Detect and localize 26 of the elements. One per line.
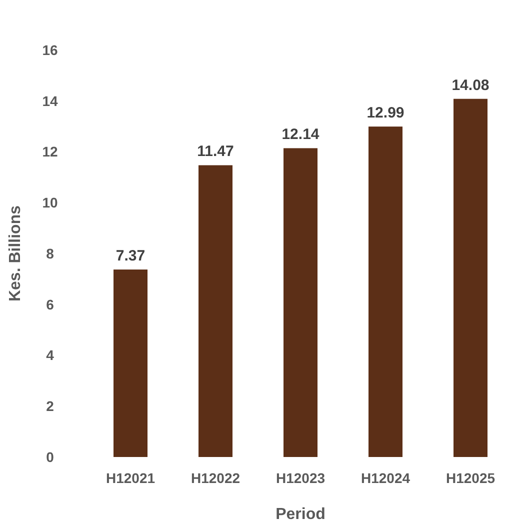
bar: [198, 165, 232, 457]
data-label: 11.47: [197, 143, 234, 160]
y-tick-label: 14: [42, 92, 58, 109]
y-tick-label: 2: [46, 398, 54, 414]
x-tick-label: H12024: [360, 470, 410, 486]
bar: [284, 148, 318, 457]
bar: [114, 270, 148, 457]
x-tick-label: H12022: [190, 470, 240, 486]
x-tick-label: H12021: [106, 470, 156, 486]
x-tick-label: H12025: [446, 470, 496, 486]
y-tick-label: 8: [46, 245, 54, 262]
y-tick-label: 12: [42, 144, 58, 160]
y-tick-label: 0: [46, 448, 54, 465]
data-label: 14.08: [452, 76, 490, 94]
x-axis-title: Period: [276, 506, 326, 523]
bar: [454, 98, 488, 457]
x-tick-label: H12023: [276, 470, 326, 486]
y-axis-title: Kes. Billions: [7, 205, 24, 302]
y-tick-label: 10: [42, 194, 58, 211]
y-tick-label: 6: [46, 296, 54, 312]
data-label: 12.99: [366, 104, 404, 122]
y-tick-label: 16: [42, 42, 58, 58]
bar: [368, 126, 402, 457]
data-label: 12.14: [282, 126, 320, 144]
y-tick-label: 4: [46, 347, 54, 364]
data-label: 7.37: [116, 248, 146, 265]
